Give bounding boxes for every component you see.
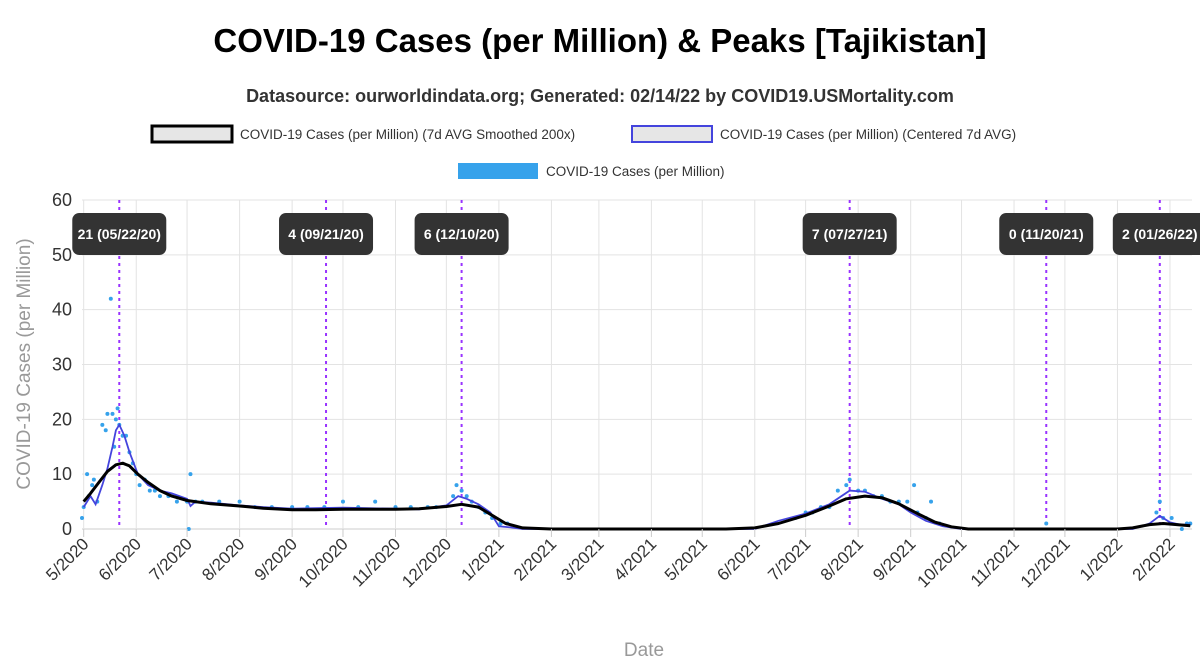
x-tick-label: 11/2020 xyxy=(348,534,404,590)
x-tick-label: 9/2021 xyxy=(869,534,919,584)
data-point xyxy=(459,488,464,493)
y-tick-label: 20 xyxy=(52,409,72,429)
x-tick-label: 8/2021 xyxy=(817,534,867,584)
x-tick-label: 10/2020 xyxy=(295,534,352,591)
peak-label: 2 (01/26/22) xyxy=(1122,226,1198,242)
data-point xyxy=(91,477,96,482)
peak-label-box xyxy=(999,213,1094,255)
y-tick-label: 50 xyxy=(52,245,72,265)
data-point xyxy=(373,499,378,504)
lines-layer xyxy=(82,422,1191,531)
peak-label: 4 (09/21/20) xyxy=(288,226,364,242)
peak-label-box xyxy=(1112,213,1200,255)
data-point xyxy=(1044,521,1049,526)
peak-label-box xyxy=(72,213,167,255)
data-point xyxy=(103,428,108,433)
peak-label: 7 (07/27/21) xyxy=(812,226,888,242)
y-tick-label: 60 xyxy=(52,190,72,210)
data-point xyxy=(110,411,115,416)
data-point xyxy=(844,483,849,488)
data-point xyxy=(451,494,456,499)
data-point xyxy=(1169,516,1174,521)
data-point xyxy=(100,422,105,427)
chart-title: COVID-19 Cases (per Million) & Peaks [Ta… xyxy=(213,22,987,59)
chart-subtitle: Datasource: ourworldindata.org; Generate… xyxy=(246,86,954,106)
data-point xyxy=(157,494,162,499)
data-point xyxy=(454,483,459,488)
data-point xyxy=(80,516,84,521)
x-tick-label: 5/2020 xyxy=(42,534,92,584)
legend-swatch-avg7 xyxy=(631,125,713,143)
data-point xyxy=(174,499,179,504)
data-point xyxy=(105,411,110,416)
legend-label-points: COVID-19 Cases (per Million) xyxy=(546,164,725,179)
x-tick-label: 3/2021 xyxy=(557,534,607,584)
x-tick-label: 11/2021 xyxy=(967,534,1023,590)
x-tick-label: 10/2021 xyxy=(913,534,970,591)
x-tick-label: 5/2021 xyxy=(661,534,711,584)
data-point xyxy=(237,499,242,504)
legend: COVID-19 Cases (per Million) (7d AVG Smo… xyxy=(150,124,1016,179)
y-tick-label: 40 xyxy=(52,300,72,320)
data-point xyxy=(137,483,142,488)
data-point xyxy=(113,417,118,422)
x-tick-label: 1/2021 xyxy=(458,534,508,584)
peak-line-layer xyxy=(118,200,1161,529)
legend-label-smoothed: COVID-19 Cases (per Million) (7d AVG Smo… xyxy=(240,127,575,142)
data-point xyxy=(90,483,95,488)
data-point xyxy=(912,483,917,488)
x-tick-label: 8/2020 xyxy=(198,534,248,584)
data-point xyxy=(1157,499,1162,504)
y-axis-title: COVID-19 Cases (per Million) xyxy=(14,238,35,489)
peak-label-box xyxy=(414,213,509,255)
series-line-smoothed xyxy=(82,461,1191,531)
legend-label-avg7: COVID-19 Cases (per Million) (Centered 7… xyxy=(720,127,1016,142)
peak-label-box xyxy=(279,213,374,255)
data-point xyxy=(115,406,120,411)
x-axis-title: Date xyxy=(624,640,664,661)
x-tick-label: 12/2020 xyxy=(398,534,455,591)
data-point xyxy=(340,499,345,504)
x-tick-label: 12/2021 xyxy=(1017,534,1074,591)
data-point xyxy=(835,488,840,493)
x-tick-label: 2/2022 xyxy=(1129,534,1179,584)
data-point xyxy=(147,488,152,493)
points-layer xyxy=(80,296,1193,531)
data-point xyxy=(847,477,852,482)
data-point xyxy=(188,472,193,477)
x-tick-label: 4/2021 xyxy=(610,534,660,584)
peak-label: 0 (11/20/21) xyxy=(1009,226,1084,242)
data-point xyxy=(186,527,191,531)
x-tick-label: 6/2020 xyxy=(95,534,145,584)
y-tick-label: 0 xyxy=(62,519,72,539)
data-point xyxy=(85,472,90,477)
peak-label-layer: 21 (05/22/20) 4 (09/21/20) 6 (12/10/20) 7 (… xyxy=(72,213,1200,255)
data-point xyxy=(929,499,934,504)
x-tick-label: 7/2020 xyxy=(146,534,196,584)
legend-swatch-smoothed xyxy=(150,124,234,144)
legend-swatch-points xyxy=(458,163,538,179)
x-tick-label: 2/2021 xyxy=(510,534,560,584)
data-point xyxy=(905,499,910,504)
series-line-avg7 xyxy=(82,422,1191,530)
x-tick-label: 6/2021 xyxy=(713,534,763,584)
peak-label: 6 (12/10/20) xyxy=(424,226,500,242)
data-point xyxy=(464,494,469,499)
peak-label: 21 (05/22/20) xyxy=(78,226,161,242)
data-point xyxy=(1179,527,1184,531)
data-point xyxy=(108,296,113,301)
y-tick-label: 10 xyxy=(52,464,72,484)
data-point xyxy=(1154,510,1159,515)
peak-label-box xyxy=(802,213,897,255)
x-tick-label: 9/2020 xyxy=(251,534,301,584)
y-tick-label: 30 xyxy=(52,355,72,375)
x-tick-label: 1/2022 xyxy=(1076,534,1126,584)
x-tick-label: 7/2021 xyxy=(764,534,814,584)
